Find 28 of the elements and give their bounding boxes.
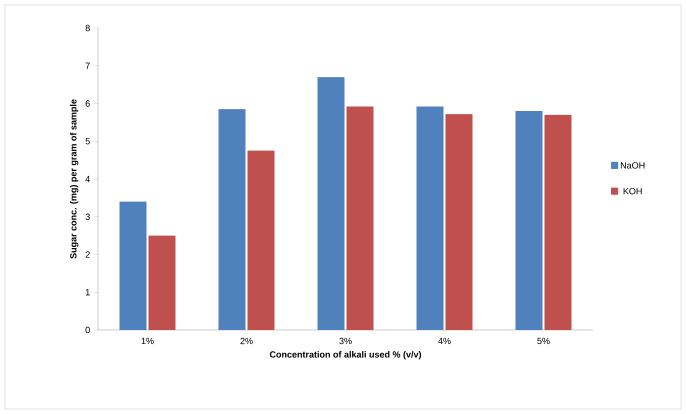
y-tick-label: 8 — [86, 24, 90, 32]
y-tick-label: 0 — [86, 326, 90, 334]
x-tick-label: 4% — [438, 338, 451, 344]
bar — [445, 114, 472, 330]
y-tick-label: 7 — [86, 62, 90, 69]
bar — [218, 109, 246, 330]
y-axis-title: Sugar conc. (mg) per gram of sample — [70, 99, 78, 259]
legend-label: NaOH — [620, 162, 644, 169]
bar — [416, 106, 444, 330]
y-tick-label: 6 — [86, 100, 90, 107]
bar — [120, 202, 147, 330]
bar — [346, 106, 374, 330]
x-tick-label: 1% — [142, 338, 154, 344]
bar — [248, 150, 274, 330]
y-tick-label: 4 — [85, 176, 90, 182]
x-tick-label: 5% — [537, 338, 550, 344]
bar — [148, 236, 176, 330]
y-tick-label: 5 — [86, 138, 90, 144]
y-tick-label: 3 — [86, 214, 90, 220]
y-tick-label: 2 — [86, 251, 90, 258]
y-tick-label: 1 — [86, 289, 90, 296]
legend-label: KOH — [624, 188, 642, 194]
x-tick-label: 2% — [240, 338, 253, 344]
bar — [544, 114, 572, 330]
x-tick-label: 3% — [339, 338, 352, 344]
bar — [318, 77, 344, 330]
bar — [515, 111, 542, 330]
x-axis-title: Concentration of alkali used % (v/v) — [270, 351, 422, 360]
